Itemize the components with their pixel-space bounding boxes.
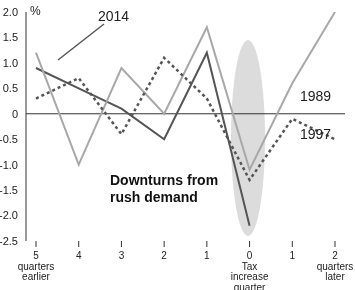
html-text:2014: 2014 (98, 8, 130, 24)
svg-text:5quartersearlier: 5quartersearlier (18, 250, 55, 282)
svg-text:1.0: 1.0 (8, 57, 18, 69)
svg-text:1: 1 (290, 250, 296, 261)
svg-text:1.5: 1.5 (8, 31, 18, 43)
svg-text:-2.0: -2.0 (8, 209, 18, 221)
svg-text:1: 1 (204, 250, 210, 261)
svg-text:2.0: 2.0 (8, 6, 18, 18)
svg-text:0Taxincreasequarter: 0Taxincreasequarter (231, 250, 269, 290)
svg-text:0.5: 0.5 (8, 82, 18, 94)
html-text:1989: 1989 (300, 88, 332, 104)
svg-text:2: 2 (161, 250, 167, 261)
svg-text:-1.5: -1.5 (8, 184, 18, 196)
svg-text:2quarterslater: 2quarterslater (317, 250, 347, 282)
html-text:1997: 1997 (300, 126, 332, 142)
svg-text:-2.5: -2.5 (8, 235, 18, 247)
html-text:Downturns from rush demand: Downturns from rush demand (110, 172, 219, 205)
svg-text:-0.5: -0.5 (8, 133, 18, 145)
svg-text:0: 0 (12, 108, 18, 120)
svg-text:3: 3 (119, 250, 125, 261)
svg-text:4: 4 (76, 250, 82, 261)
svg-text:-1.0: -1.0 (8, 159, 18, 171)
